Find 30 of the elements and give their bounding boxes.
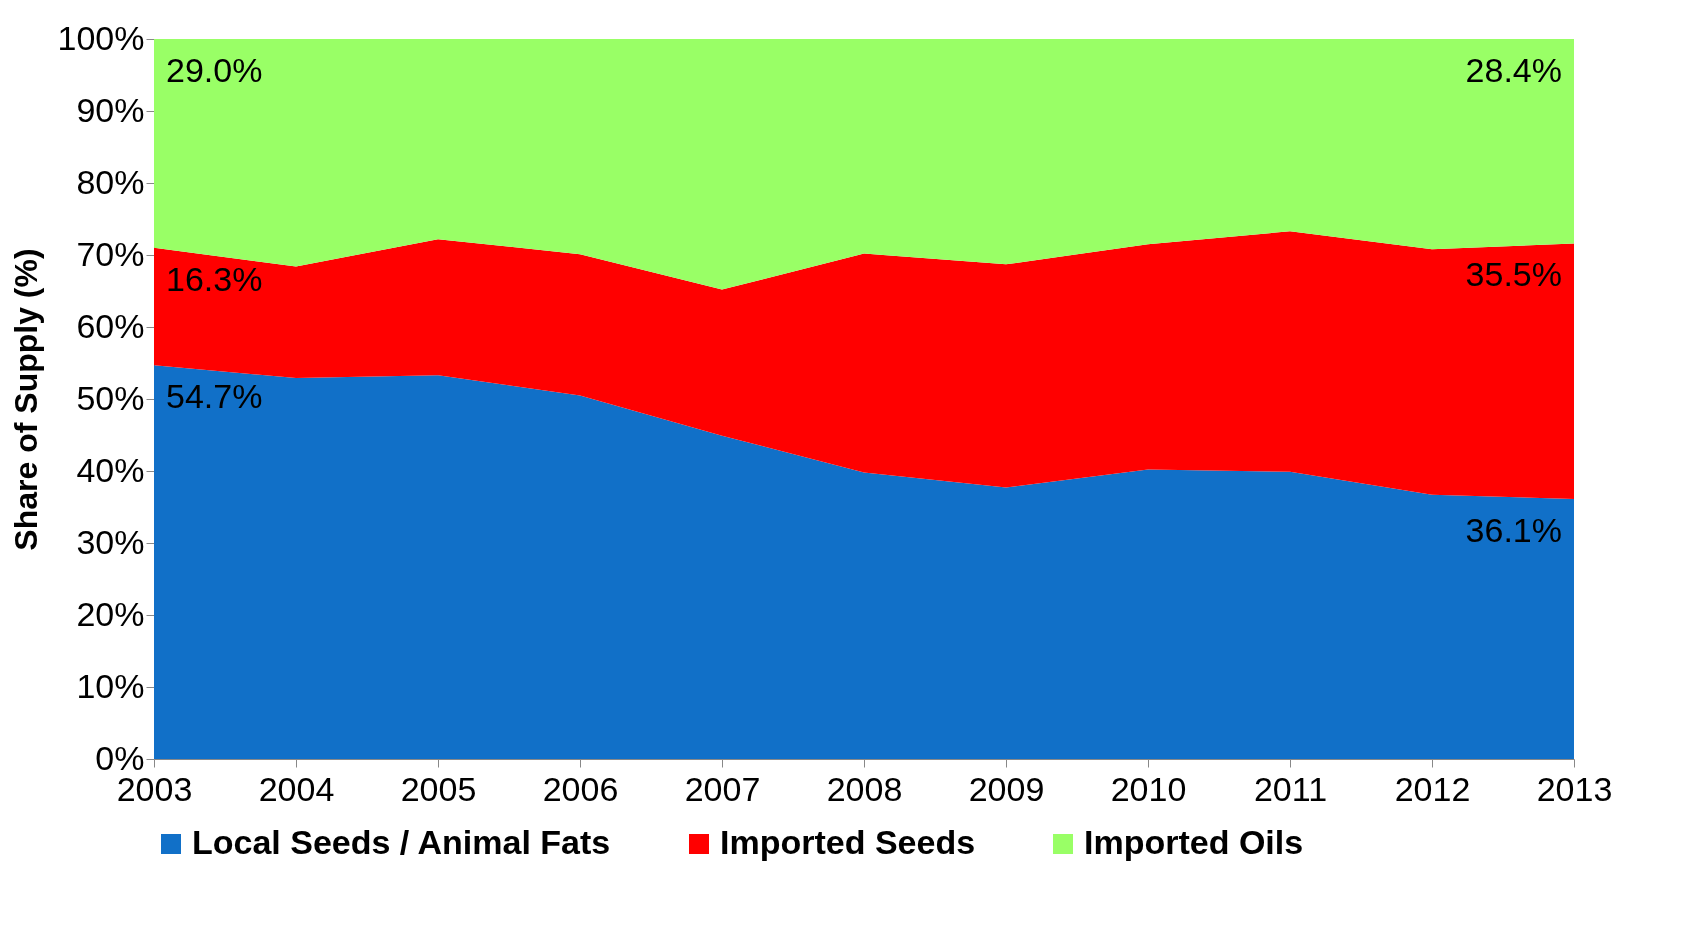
legend-label: Imported Oils <box>1084 823 1304 861</box>
x-tick-label: 2010 <box>1110 769 1187 808</box>
x-tick-label: 2007 <box>684 769 761 808</box>
y-tick-label: 100% <box>57 18 145 57</box>
data-label: 29.0% <box>166 51 263 89</box>
y-tick-label: 70% <box>76 234 145 273</box>
y-tick-label: 90% <box>76 90 145 129</box>
legend-label: Local Seeds / Animal Fats <box>192 823 611 861</box>
x-tick-label: 2004 <box>258 769 335 808</box>
data-label: 36.1% <box>1465 511 1562 550</box>
data-label: 54.7% <box>166 377 263 416</box>
y-tick-label: 80% <box>76 162 145 201</box>
y-axis-title: Share of Supply (%) <box>7 248 44 551</box>
y-tick-label: 40% <box>76 450 145 489</box>
x-tick-label: 2011 <box>1253 769 1328 808</box>
y-tick-label: 20% <box>76 594 145 633</box>
y-tick-label: 10% <box>76 666 145 705</box>
x-tick-label: 2005 <box>400 769 477 808</box>
x-tick-label: 2013 <box>1536 769 1613 808</box>
x-tick-label: 2006 <box>542 769 619 808</box>
y-tick-label: 60% <box>76 306 145 345</box>
legend-label: Imported Seeds <box>720 823 976 861</box>
x-tick-label: 2008 <box>826 769 903 808</box>
x-tick-label: 2012 <box>1394 769 1471 808</box>
data-label: 35.5% <box>1465 255 1562 294</box>
x-tick-label: 2009 <box>968 769 1045 808</box>
data-label: 28.4% <box>1465 51 1562 89</box>
y-tick-label: 30% <box>76 522 145 561</box>
data-label: 16.3% <box>166 259 263 298</box>
y-tick-label: 50% <box>76 378 145 417</box>
